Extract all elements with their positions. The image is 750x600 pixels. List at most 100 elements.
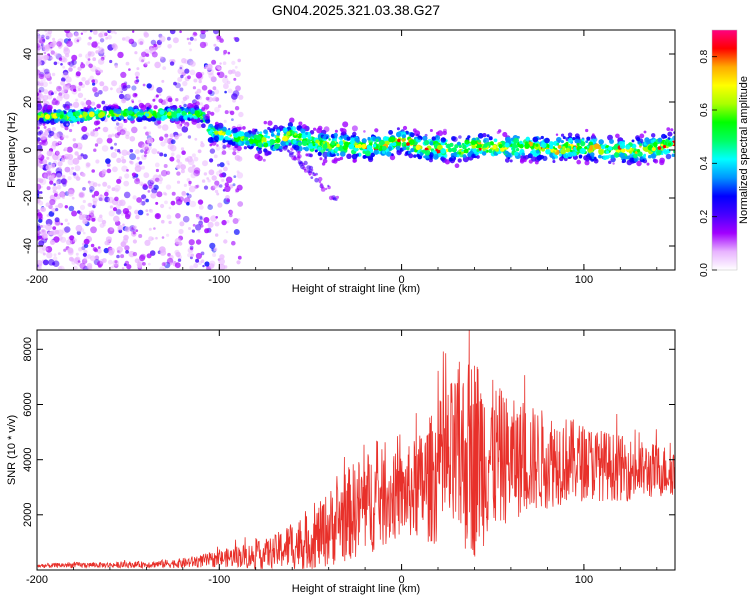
noise-point bbox=[122, 238, 128, 244]
noise-point bbox=[52, 185, 58, 191]
ridge-point bbox=[535, 143, 539, 147]
ridge-point bbox=[549, 145, 554, 150]
noise-point bbox=[37, 193, 40, 199]
noise-point bbox=[193, 156, 199, 162]
noise-point bbox=[108, 250, 114, 256]
ridge-point bbox=[589, 147, 593, 151]
noise-point bbox=[81, 102, 87, 108]
spectrogram-plot-area bbox=[37, 30, 675, 270]
noise-point bbox=[157, 124, 162, 129]
noise-point bbox=[101, 100, 106, 105]
noise-point bbox=[118, 151, 122, 154]
noise-point bbox=[118, 93, 125, 100]
noise-point bbox=[168, 206, 172, 210]
noise-point bbox=[228, 209, 234, 215]
noise-point bbox=[51, 174, 55, 179]
noise-point bbox=[112, 166, 118, 173]
ridge-point bbox=[301, 140, 308, 146]
noise-point bbox=[104, 191, 109, 197]
noise-point bbox=[154, 177, 160, 183]
snr-xlabel: Height of straight line (km) bbox=[292, 583, 420, 595]
noise-point bbox=[152, 98, 156, 102]
noise-point bbox=[199, 32, 206, 39]
noise-point bbox=[188, 180, 192, 185]
noise-point bbox=[78, 247, 83, 252]
ridge-point bbox=[653, 159, 659, 164]
noise-point bbox=[161, 79, 165, 83]
noise-point bbox=[60, 63, 63, 66]
ridge-point bbox=[157, 120, 162, 125]
noise-point bbox=[43, 68, 50, 75]
noise-point bbox=[43, 173, 50, 179]
noise-point bbox=[183, 103, 187, 108]
ridge-point bbox=[634, 148, 637, 151]
noise-point bbox=[72, 65, 76, 69]
noise-point bbox=[175, 82, 181, 89]
ridge-point bbox=[338, 137, 341, 140]
snr-ylabel: SNR (10 * v/v) bbox=[6, 415, 18, 485]
noise-point bbox=[238, 111, 244, 118]
noise-point bbox=[189, 265, 194, 270]
noise-point bbox=[193, 263, 199, 269]
ridge-point bbox=[607, 146, 613, 151]
noise-point bbox=[42, 159, 48, 165]
noise-point bbox=[233, 229, 240, 235]
ridge-point bbox=[234, 137, 240, 142]
ridge-point bbox=[632, 153, 638, 159]
noise-point bbox=[55, 150, 60, 155]
noise-point bbox=[89, 186, 95, 192]
noise-point bbox=[82, 218, 88, 225]
noise-point bbox=[37, 45, 41, 51]
noise-point bbox=[67, 222, 70, 225]
ridge-point bbox=[552, 156, 556, 160]
ridge-point bbox=[602, 155, 608, 160]
ridge-point bbox=[193, 104, 200, 111]
ridge-point bbox=[461, 149, 464, 152]
noise-point bbox=[114, 260, 118, 264]
ridge-point bbox=[643, 153, 646, 157]
noise-point bbox=[181, 58, 187, 64]
noise-point bbox=[90, 131, 95, 137]
noise-point bbox=[118, 122, 124, 129]
ridge-point bbox=[413, 154, 417, 158]
noise-point bbox=[216, 192, 220, 196]
noise-point bbox=[90, 130, 94, 134]
noise-point bbox=[107, 185, 111, 189]
ridge-point bbox=[214, 130, 219, 135]
noise-point bbox=[164, 133, 169, 138]
noise-point bbox=[193, 169, 200, 177]
noise-point bbox=[210, 215, 217, 222]
noise-point bbox=[121, 85, 128, 92]
noise-point bbox=[69, 235, 75, 241]
noise-point bbox=[114, 132, 120, 139]
figure-title: GN04.2025.321.03.38.G27 bbox=[272, 2, 440, 18]
noise-point bbox=[42, 233, 48, 239]
noise-point bbox=[117, 250, 120, 254]
ridge-point bbox=[206, 128, 210, 132]
colorbar-tick-label: 0.2 bbox=[699, 209, 710, 223]
noise-point bbox=[99, 31, 106, 38]
noise-point bbox=[218, 263, 226, 270]
noise-point bbox=[158, 177, 163, 182]
noise-point bbox=[37, 69, 40, 75]
ridge-point bbox=[507, 157, 511, 160]
noise-point bbox=[55, 205, 58, 209]
noise-point bbox=[160, 56, 166, 63]
ridge-point bbox=[204, 114, 210, 120]
ridge-point bbox=[233, 132, 239, 138]
ridge-point bbox=[626, 155, 631, 160]
noise-point bbox=[200, 259, 205, 264]
ridge-point bbox=[228, 139, 234, 145]
ridge-point bbox=[619, 152, 625, 159]
noise-point bbox=[134, 165, 142, 173]
noise-point bbox=[80, 63, 86, 69]
noise-point bbox=[125, 211, 128, 214]
ridge-point bbox=[216, 124, 219, 128]
noise-point bbox=[188, 41, 192, 45]
ridge-point bbox=[297, 135, 301, 139]
ridge-point bbox=[527, 153, 533, 159]
noise-point bbox=[207, 179, 211, 183]
ridge-point bbox=[576, 142, 580, 146]
ridge-point bbox=[631, 139, 635, 143]
